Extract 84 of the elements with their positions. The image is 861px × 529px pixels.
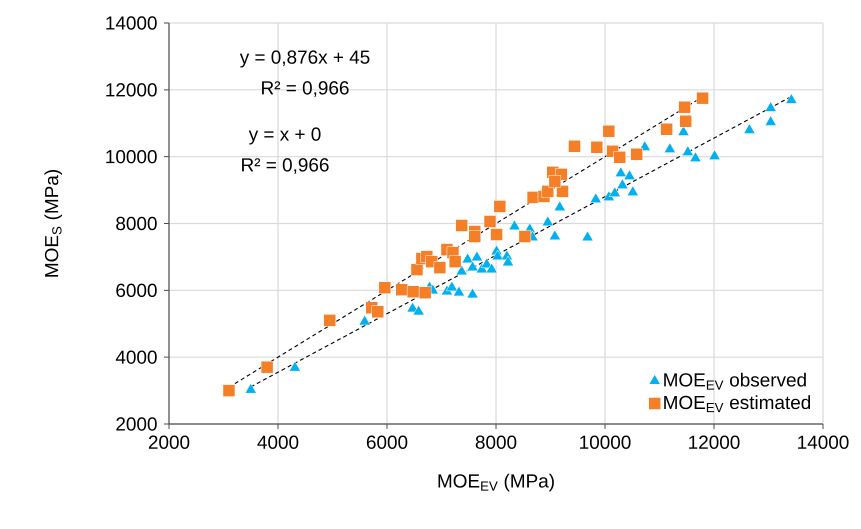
point (486, 262, 498, 274)
point (244, 383, 257, 394)
point (708, 150, 720, 160)
point (410, 263, 424, 276)
x-tick-label: 6000 (366, 436, 408, 449)
point (446, 280, 458, 292)
point (764, 115, 777, 126)
point (602, 190, 615, 201)
y-tick-label: 4000 (116, 350, 157, 364)
legend-label: MOE$_{EV}$ observed (664, 372, 806, 390)
point (696, 92, 709, 104)
point (624, 170, 636, 180)
point (786, 93, 798, 104)
annotation: y = x + 0 (248, 127, 321, 145)
point (608, 186, 621, 197)
point (764, 101, 777, 112)
point (455, 219, 468, 232)
point (682, 146, 694, 156)
point (222, 384, 236, 397)
point (630, 148, 643, 161)
point (613, 151, 626, 164)
x-tick-label: 12000 (689, 436, 740, 449)
y-axis-title: MOE$_{S}$ (MPa) (44, 170, 62, 277)
point (412, 304, 424, 316)
point (602, 125, 616, 138)
y-tick-label: 12000 (106, 83, 157, 97)
y-tick-label: 2000 (116, 417, 157, 431)
annotation: y = 0,876x + 45 (240, 50, 370, 68)
point (378, 281, 392, 294)
annotation: R² = 0,966 (242, 158, 329, 174)
point (590, 192, 602, 203)
y-tick-label: 10000 (106, 150, 157, 164)
point (616, 178, 628, 189)
point (358, 314, 371, 326)
point (502, 256, 514, 266)
x-tick-label: 14000 (798, 436, 849, 449)
x-axis-title: MOE$_{EV}$ (MPa) (438, 474, 554, 492)
point (484, 215, 496, 228)
point (466, 260, 478, 272)
point (554, 200, 566, 211)
point (556, 185, 569, 198)
point (690, 152, 702, 162)
point (660, 123, 673, 136)
point (468, 230, 481, 243)
point (453, 286, 465, 296)
point (590, 141, 604, 154)
point (434, 261, 446, 274)
point (494, 200, 506, 213)
point (490, 228, 503, 241)
point (508, 220, 520, 230)
point (548, 230, 561, 240)
x-tick-label: 10000 (580, 436, 631, 449)
point (744, 124, 756, 134)
point (548, 175, 562, 188)
point (518, 230, 532, 243)
point (448, 255, 462, 268)
point (678, 100, 691, 114)
point (371, 305, 384, 318)
annotation: R² = 0,966 (262, 81, 349, 97)
point (679, 114, 692, 128)
point (406, 285, 420, 298)
y-tick-label: 14000 (106, 16, 157, 30)
x-tick-label: 4000 (257, 436, 298, 449)
point (260, 360, 274, 374)
point (614, 166, 627, 177)
point (456, 264, 468, 276)
point (542, 185, 554, 198)
point (395, 283, 408, 296)
legend-label: MOE$_{EV}$ estimated (664, 395, 810, 412)
y-tick-label: 8000 (116, 216, 157, 230)
point (324, 314, 336, 327)
y-tick-label: 6000 (116, 284, 157, 298)
x-tick-label: 8000 (476, 436, 516, 449)
x-tick-label: 2000 (148, 436, 190, 449)
point (289, 361, 301, 372)
point (582, 230, 594, 242)
point (471, 250, 483, 262)
point (466, 288, 478, 298)
point (542, 216, 554, 226)
point (418, 286, 432, 299)
point (462, 252, 474, 264)
point (568, 140, 581, 153)
point (664, 142, 676, 153)
point (626, 186, 639, 196)
